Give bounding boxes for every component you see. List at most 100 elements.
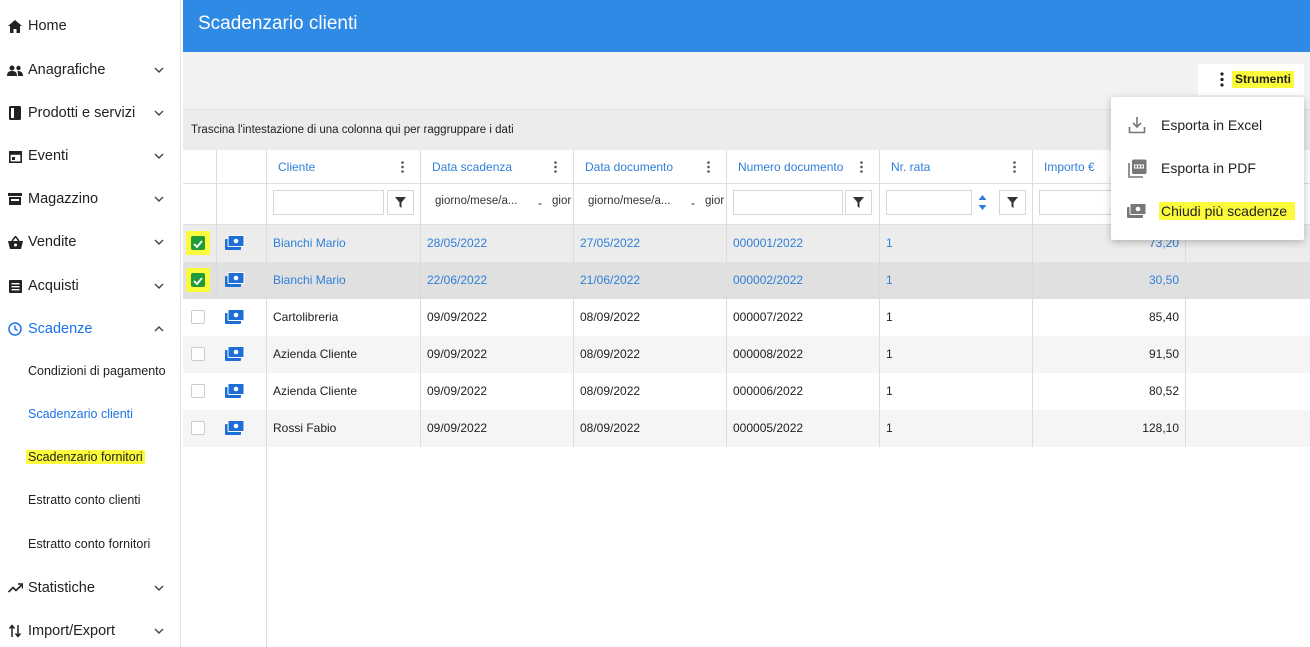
cell-numero-documento: 000007/2022 bbox=[733, 310, 804, 324]
row-checkbox[interactable] bbox=[191, 421, 205, 435]
cell-numero-documento: 000002/2022 bbox=[733, 273, 804, 287]
sidebar-subitem-scadenzario-clienti[interactable]: Scadenzario clienti bbox=[28, 407, 133, 421]
column-header-nr-rata[interactable]: Nr. rata bbox=[891, 160, 931, 174]
column-header-data-scadenza[interactable]: Data scadenza bbox=[432, 160, 513, 174]
cell-data-documento: 08/09/2022 bbox=[580, 421, 641, 435]
sidebar: Home Anagrafiche Prodotti e servizi Even… bbox=[0, 0, 181, 647]
column-divider bbox=[879, 150, 880, 447]
column-header-data-documento[interactable]: Data documento bbox=[585, 160, 674, 174]
sidebar-item-label: Acquisti bbox=[28, 278, 79, 294]
strumenti-menu: Esporta in Excel Esporta in PDF Chiudi p… bbox=[1111, 97, 1304, 240]
cell-data-documento: 08/09/2022 bbox=[580, 347, 641, 361]
nr-rata-filter-input[interactable] bbox=[886, 190, 972, 215]
row-checkbox[interactable] bbox=[191, 347, 205, 361]
cell-data-scadenza: 28/05/2022 bbox=[427, 236, 488, 250]
download-icon bbox=[1127, 115, 1147, 135]
row-checkbox[interactable] bbox=[191, 236, 205, 250]
menu-item-label: Esporta in PDF bbox=[1161, 160, 1256, 176]
sidebar-item-magazzino[interactable]: Magazzino bbox=[0, 179, 181, 219]
cell-importo: 128,10 bbox=[1142, 421, 1179, 435]
chevron-down-icon bbox=[152, 149, 166, 163]
money-icon[interactable] bbox=[225, 383, 245, 399]
sidebar-subitem-estratto-conto-clienti[interactable]: Estratto conto clienti bbox=[28, 493, 141, 507]
cliente-filter-input[interactable] bbox=[273, 190, 384, 215]
column-menu-icon[interactable] bbox=[554, 161, 557, 173]
table-row[interactable]: Cartolibreria 09/09/2022 08/09/2022 0000… bbox=[183, 299, 1310, 336]
menu-item-chiudi-scadenze[interactable]: Chiudi più scadenze bbox=[1111, 191, 1304, 231]
more-vert-icon bbox=[1220, 72, 1224, 87]
column-menu-icon[interactable] bbox=[707, 161, 710, 173]
column-divider bbox=[1032, 150, 1033, 447]
filter-button[interactable] bbox=[387, 190, 414, 215]
row-checkbox[interactable] bbox=[191, 310, 205, 324]
table-row[interactable]: Azienda Cliente 09/09/2022 08/09/2022 00… bbox=[183, 373, 1310, 410]
table-row[interactable]: Bianchi Mario 22/06/2022 21/06/2022 0000… bbox=[183, 262, 1310, 299]
money-icon[interactable] bbox=[225, 272, 245, 288]
cell-nr-rata: 1 bbox=[886, 310, 893, 324]
sidebar-item-statistiche[interactable]: Statistiche bbox=[0, 568, 181, 608]
money-icon[interactable] bbox=[225, 235, 245, 251]
menu-item-esporta-pdf[interactable]: Esporta in PDF bbox=[1111, 148, 1304, 188]
home-icon bbox=[7, 18, 23, 34]
sidebar-item-prodotti[interactable]: Prodotti e servizi bbox=[0, 93, 181, 133]
book-icon bbox=[7, 105, 23, 121]
column-menu-icon[interactable] bbox=[860, 161, 863, 173]
cell-data-documento: 08/09/2022 bbox=[580, 310, 641, 324]
sidebar-item-label: Scadenze bbox=[28, 321, 93, 337]
money-icon[interactable] bbox=[225, 309, 245, 325]
cell-data-scadenza: 09/09/2022 bbox=[427, 421, 488, 435]
date-range-dash: - bbox=[538, 196, 542, 210]
sidebar-item-label: Statistiche bbox=[28, 580, 95, 596]
money-icon[interactable] bbox=[225, 420, 245, 436]
column-menu-icon[interactable] bbox=[1013, 161, 1016, 173]
row-checkbox[interactable] bbox=[191, 384, 205, 398]
cell-data-documento: 08/09/2022 bbox=[580, 384, 641, 398]
data-documento-from-input[interactable]: giorno/mese/a... bbox=[580, 190, 688, 215]
pdf-icon bbox=[1127, 158, 1147, 178]
sidebar-item-eventi[interactable]: Eventi bbox=[0, 136, 181, 176]
date-range-dash: - bbox=[691, 196, 695, 210]
column-header-numero-documento[interactable]: Numero documento bbox=[738, 160, 844, 174]
cell-importo: 91,50 bbox=[1148, 347, 1179, 361]
sidebar-item-import-export[interactable]: Import/Export bbox=[0, 611, 181, 647]
sidebar-subitem-label: Scadenzario fornitori bbox=[26, 450, 145, 464]
table-row[interactable]: Rossi Fabio 09/09/2022 08/09/2022 000005… bbox=[183, 410, 1310, 447]
column-header-cliente[interactable]: Cliente bbox=[278, 160, 316, 174]
filter-button[interactable] bbox=[845, 190, 872, 215]
row-checkbox[interactable] bbox=[191, 273, 205, 287]
chevron-down-icon bbox=[152, 624, 166, 638]
menu-item-esporta-excel[interactable]: Esporta in Excel bbox=[1111, 105, 1304, 145]
sidebar-item-vendite[interactable]: Vendite bbox=[0, 222, 181, 262]
filter-icon bbox=[853, 197, 864, 208]
receipt-icon bbox=[7, 278, 23, 294]
column-divider bbox=[420, 150, 421, 447]
sidebar-subitem-condizioni-pagamento[interactable]: Condizioni di pagamento bbox=[28, 364, 166, 378]
import-export-icon bbox=[7, 623, 23, 639]
sidebar-item-acquisti[interactable]: Acquisti bbox=[0, 266, 181, 306]
cell-importo: 30,50 bbox=[1148, 273, 1179, 287]
filter-button[interactable] bbox=[999, 190, 1026, 215]
numero-documento-filter-input[interactable] bbox=[733, 190, 843, 215]
table-row[interactable]: Azienda Cliente 09/09/2022 08/09/2022 00… bbox=[183, 336, 1310, 373]
cell-nr-rata: 1 bbox=[886, 273, 893, 287]
cell-importo: 80,52 bbox=[1148, 384, 1179, 398]
data-documento-to-input[interactable]: gior bbox=[697, 190, 727, 215]
sidebar-item-scadenze[interactable]: Scadenze bbox=[0, 309, 181, 349]
sidebar-subitem-scadenzario-fornitori[interactable]: Scadenzario fornitori bbox=[26, 447, 145, 467]
money-icon[interactable] bbox=[225, 346, 245, 362]
data-scadenza-from-input[interactable]: giorno/mese/a... bbox=[427, 190, 535, 215]
strumenti-label: Strumenti bbox=[1232, 71, 1295, 88]
basket-icon bbox=[7, 234, 23, 250]
spin-arrows-icon[interactable] bbox=[978, 195, 987, 210]
data-scadenza-to-input[interactable]: gior bbox=[544, 190, 574, 215]
sidebar-subitem-estratto-conto-fornitori[interactable]: Estratto conto fornitori bbox=[28, 537, 151, 551]
cell-nr-rata: 1 bbox=[886, 384, 893, 398]
strumenti-button[interactable]: Strumenti bbox=[1198, 64, 1304, 95]
sidebar-item-anagrafiche[interactable]: Anagrafiche bbox=[0, 50, 181, 90]
clock-icon bbox=[7, 321, 23, 337]
column-header-importo[interactable]: Importo € bbox=[1044, 160, 1095, 174]
chevron-down-icon bbox=[152, 581, 166, 595]
sidebar-item-home[interactable]: Home bbox=[0, 6, 181, 46]
column-menu-icon[interactable] bbox=[401, 161, 404, 173]
grid-header-row: Cliente Data scadenza Data documento Num… bbox=[183, 150, 1310, 184]
